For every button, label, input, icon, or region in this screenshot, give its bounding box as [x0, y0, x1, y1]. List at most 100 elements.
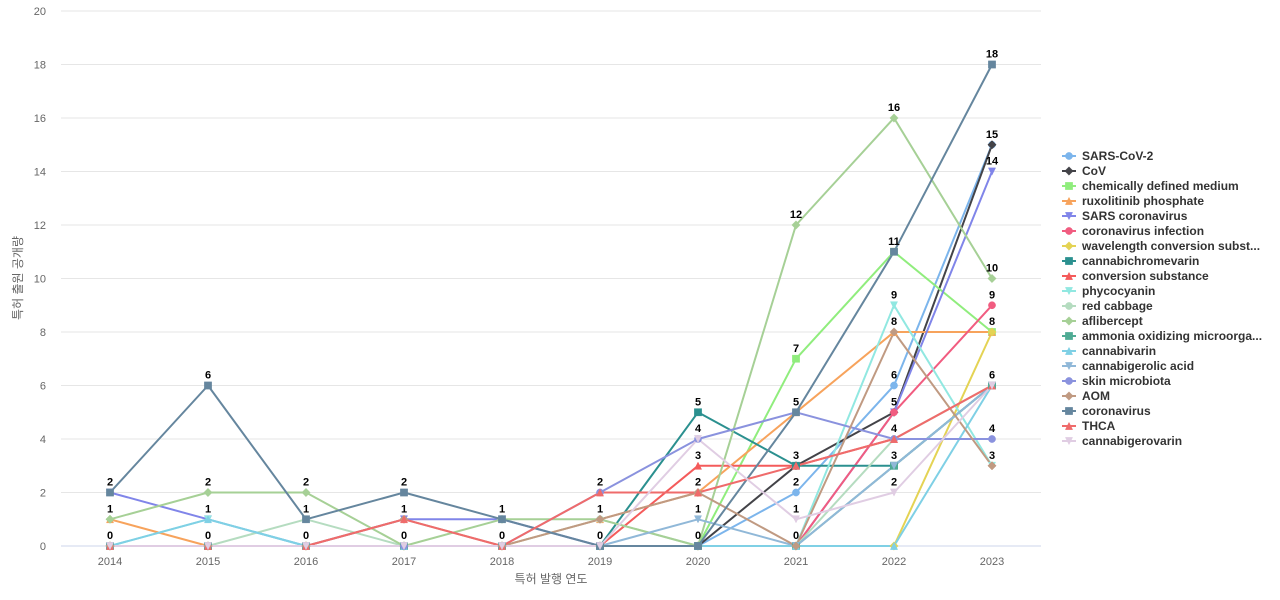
- data-label: 0: [303, 530, 309, 542]
- data-label: 2: [401, 477, 407, 489]
- legend-label: coronavirus infection: [1082, 224, 1204, 238]
- legend-label: ammonia oxidizing microorga...: [1082, 329, 1262, 343]
- y-tick-label: 0: [40, 541, 46, 553]
- legend-item[interactable]: ammonia oxidizing microorga...: [1062, 329, 1262, 343]
- series-line-9: [109, 304, 993, 547]
- data-labels: 2106210210210102105432101275321016119865…: [107, 49, 999, 543]
- legend-marker: [1064, 241, 1074, 251]
- legend-item[interactable]: red cabbage: [1062, 299, 1153, 313]
- legend-item[interactable]: conversion substance: [1062, 269, 1209, 283]
- data-label: 2: [695, 477, 701, 489]
- legend-item[interactable]: coronavirus: [1062, 404, 1151, 418]
- legend-label: cannabivarin: [1082, 344, 1156, 358]
- series-point: [694, 408, 702, 417]
- legend-item[interactable]: SARS coronavirus: [1062, 209, 1188, 223]
- series-point: [792, 354, 800, 363]
- series-lines: [109, 63, 993, 547]
- series-point: [889, 434, 899, 443]
- series-point: [889, 301, 899, 310]
- x-tick-label: 2021: [784, 556, 808, 568]
- y-tick-label: 2: [40, 488, 46, 500]
- series-point: [203, 542, 213, 551]
- data-label: 0: [401, 530, 407, 542]
- data-label: 3: [793, 450, 799, 462]
- data-label: 1: [695, 503, 701, 515]
- series-point: [693, 461, 703, 470]
- series-point: [595, 542, 605, 551]
- data-label: 11: [888, 236, 900, 248]
- legend-item[interactable]: coronavirus infection: [1062, 224, 1204, 238]
- series-markers: [105, 60, 997, 551]
- legend-item[interactable]: aflibercept: [1062, 314, 1143, 328]
- series-point: [105, 514, 115, 524]
- legend-marker: [1065, 182, 1073, 190]
- legend-item[interactable]: AOM: [1062, 389, 1110, 403]
- legend-item[interactable]: phycocyanin: [1062, 284, 1155, 298]
- data-label: 2: [303, 477, 309, 489]
- legend-label: AOM: [1082, 389, 1110, 403]
- legend-item[interactable]: cannabigerovarin: [1062, 434, 1182, 448]
- legend-marker: [1064, 391, 1074, 401]
- legend-marker: [1065, 332, 1073, 340]
- legend-marker: [1064, 316, 1074, 326]
- data-label: 0: [597, 530, 603, 542]
- series-point: [890, 381, 898, 390]
- legend-label: cannabigerolic acid: [1082, 359, 1194, 373]
- data-label: 5: [891, 396, 897, 408]
- legend-item[interactable]: SARS-CoV-2: [1062, 149, 1154, 163]
- series-line-0: [109, 143, 993, 547]
- series-point: [890, 247, 898, 256]
- data-label: 0: [695, 530, 701, 542]
- data-label: 6: [989, 370, 995, 382]
- legend-label: cannabichromevarin: [1082, 254, 1199, 268]
- series-point: [301, 542, 311, 551]
- legend-label: red cabbage: [1082, 299, 1153, 313]
- data-label: 0: [107, 530, 113, 542]
- legend-label: chemically defined medium: [1082, 179, 1239, 193]
- data-label: 3: [891, 450, 897, 462]
- data-label: 6: [205, 370, 211, 382]
- legend-item[interactable]: cannabigerolic acid: [1062, 359, 1194, 373]
- data-label: 10: [986, 263, 998, 275]
- series-point: [987, 167, 997, 176]
- series-line-19: [109, 384, 993, 547]
- data-label: 1: [401, 503, 407, 515]
- y-tick-label: 6: [40, 381, 46, 393]
- legend-item[interactable]: cannabivarin: [1062, 344, 1156, 358]
- series-point: [399, 542, 409, 551]
- series-line-4: [109, 170, 993, 547]
- series-point: [889, 461, 899, 470]
- legend-item[interactable]: ruxolitinib phosphate: [1062, 194, 1204, 208]
- data-label: 15: [986, 129, 998, 141]
- data-label: 1: [499, 503, 505, 515]
- x-tick-label: 2016: [294, 556, 318, 568]
- data-label: 14: [986, 156, 999, 168]
- legend-marker: [1064, 362, 1074, 371]
- data-label: 8: [891, 316, 897, 328]
- legend-item[interactable]: CoV: [1062, 164, 1106, 178]
- legend-label: THCA: [1082, 419, 1116, 433]
- legend-marker: [1064, 271, 1074, 280]
- data-label: 5: [793, 396, 799, 408]
- legend-label: phycocyanin: [1082, 284, 1155, 298]
- y-tick-label: 14: [34, 167, 46, 179]
- x-tick-label: 2015: [196, 556, 220, 568]
- series-point: [301, 487, 311, 498]
- legend-item[interactable]: cannabichromevarin: [1062, 254, 1199, 268]
- legend-label: conversion substance: [1082, 269, 1209, 283]
- series-point: [203, 487, 213, 498]
- legend-item[interactable]: chemically defined medium: [1062, 179, 1239, 193]
- series-point: [400, 488, 408, 497]
- series-point: [988, 60, 996, 69]
- legend-item[interactable]: skin microbiota: [1062, 374, 1171, 388]
- x-tick-label: 2019: [588, 556, 612, 568]
- data-label: 5: [695, 396, 701, 408]
- series-point: [204, 381, 212, 390]
- legend-item[interactable]: THCA: [1062, 419, 1116, 433]
- series-point: [203, 515, 213, 524]
- series-line-7: [109, 384, 993, 547]
- legend-item[interactable]: wavelength conversion subst...: [1062, 239, 1260, 253]
- grid-lines: [61, 10, 1041, 493]
- series-line-1: [109, 143, 993, 547]
